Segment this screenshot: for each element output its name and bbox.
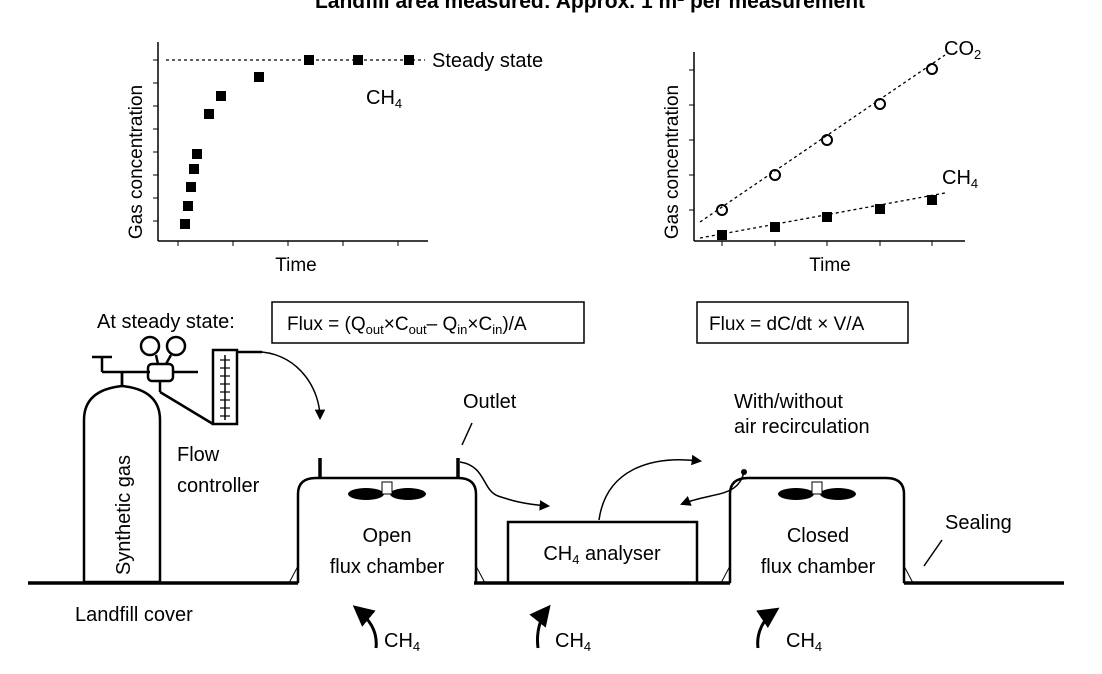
ch4-analyser-label: CH4 analyser xyxy=(543,543,661,567)
chart-right-x-ticks xyxy=(721,241,933,246)
ch4-point xyxy=(204,109,214,119)
ch4-point xyxy=(192,149,202,159)
landfill-cover-label: Landfill cover xyxy=(75,604,193,626)
chart-left-y-ticks xyxy=(153,59,158,222)
ch4-upward-arrow xyxy=(756,607,780,649)
open-chamber-fan-icon xyxy=(348,481,426,500)
outlet-flow-arrow xyxy=(459,461,551,511)
ch4-upward-arrow xyxy=(352,605,378,649)
ch4-point xyxy=(353,55,363,65)
ch4-emission-label: CH4 xyxy=(384,630,420,654)
ch4-analyser: CH4 analyser xyxy=(506,520,699,585)
ch4-point xyxy=(875,204,885,214)
flow-controller-label-line2: controller xyxy=(177,475,260,497)
closed-chamber-fan-icon xyxy=(778,481,856,500)
analyser-to-chamber-tube xyxy=(598,454,703,521)
chart-right-x-label: Time xyxy=(809,255,851,276)
sealing-pointer xyxy=(923,539,943,567)
chart-left-steady-state-label: Steady state xyxy=(432,50,543,72)
ch4-point xyxy=(822,212,832,222)
synthetic-gas-label: Synthetic gas xyxy=(113,455,135,575)
ch4-points xyxy=(717,195,937,240)
chart-left: Gas concentration Time Steady state CH4 xyxy=(126,42,543,276)
co2-point xyxy=(716,204,728,216)
ch4-point xyxy=(216,91,226,101)
open-flux-chamber: Open flux chamber xyxy=(288,458,486,584)
ch4-upward-arrow xyxy=(529,604,551,649)
co2-points xyxy=(716,63,938,216)
open-chamber-label-line1: Open xyxy=(363,525,412,547)
outlet-label: Outlet xyxy=(463,391,517,413)
chart-right-y-label: Gas concentration xyxy=(662,85,683,239)
ch4-point xyxy=(186,182,196,192)
diagram-title: Landfill area measured: Approx. 1 m² per… xyxy=(315,0,865,13)
chart-left-x-ticks xyxy=(177,241,399,246)
ch4-emission-open: CH4 xyxy=(352,605,420,654)
chart-left-y-label: Gas concentration xyxy=(126,85,147,239)
chart-left-points xyxy=(180,55,414,229)
closed-chamber-port xyxy=(741,469,747,475)
recirculation-label-line1: With/without xyxy=(734,391,843,413)
closed-chamber-label-line2: flux chamber xyxy=(761,556,876,578)
co2-label: CO2 xyxy=(944,38,981,62)
ch4-point xyxy=(180,219,190,229)
open-chamber-label-line2: flux chamber xyxy=(330,556,445,578)
ch4-point xyxy=(254,72,264,82)
outlet-pointer xyxy=(461,422,473,446)
ch4-point xyxy=(189,164,199,174)
ch4-point xyxy=(717,230,727,240)
inflow-arrow xyxy=(261,351,326,421)
co2-point xyxy=(769,169,781,181)
ch4-point xyxy=(304,55,314,65)
formula-open-box xyxy=(271,301,585,344)
ch4-emission-analyser: CH4 xyxy=(529,604,591,654)
chamber-to-analyser-tube xyxy=(680,471,745,506)
co2-point xyxy=(874,98,886,110)
chart-right-y-ticks xyxy=(689,69,694,211)
ch4-point xyxy=(770,222,780,232)
ch4-label: CH4 xyxy=(942,167,978,191)
ch4-emission-label: CH4 xyxy=(786,630,822,654)
recirculation-label-line2: air recirculation xyxy=(734,416,870,438)
co2-point xyxy=(821,134,833,146)
chart-left-series-label: CH4 xyxy=(366,87,402,111)
flow-controller-label-line1: Flow xyxy=(177,444,220,466)
pressure-regulator xyxy=(139,335,214,426)
synthetic-gas-cylinder: Synthetic gas xyxy=(82,355,162,584)
ch4-emission-closed: CH4 xyxy=(756,607,822,654)
formula-closed-box xyxy=(696,301,909,344)
ch4-point xyxy=(927,195,937,205)
formula-closed: Flux = dC/dt × V/A xyxy=(709,314,865,335)
chart-right: Gas concentration Time CO2 CH4 xyxy=(662,38,981,276)
co2-trend-line xyxy=(699,54,946,223)
closed-chamber-label-line1: Closed xyxy=(787,525,849,547)
ch4-point xyxy=(183,201,193,211)
formula-open: Flux = (Qout×Cout– Qin×Cin)/A xyxy=(287,314,527,337)
steady-state-caption: At steady state: xyxy=(97,311,235,333)
ch4-emission-label: CH4 xyxy=(555,630,591,654)
closed-flux-chamber: Closed flux chamber xyxy=(720,469,914,584)
sealing-label: Sealing xyxy=(945,512,1012,534)
chart-left-x-label: Time xyxy=(275,255,317,276)
ch4-point xyxy=(404,55,414,65)
flowmeter xyxy=(211,348,262,426)
co2-point xyxy=(926,63,938,75)
